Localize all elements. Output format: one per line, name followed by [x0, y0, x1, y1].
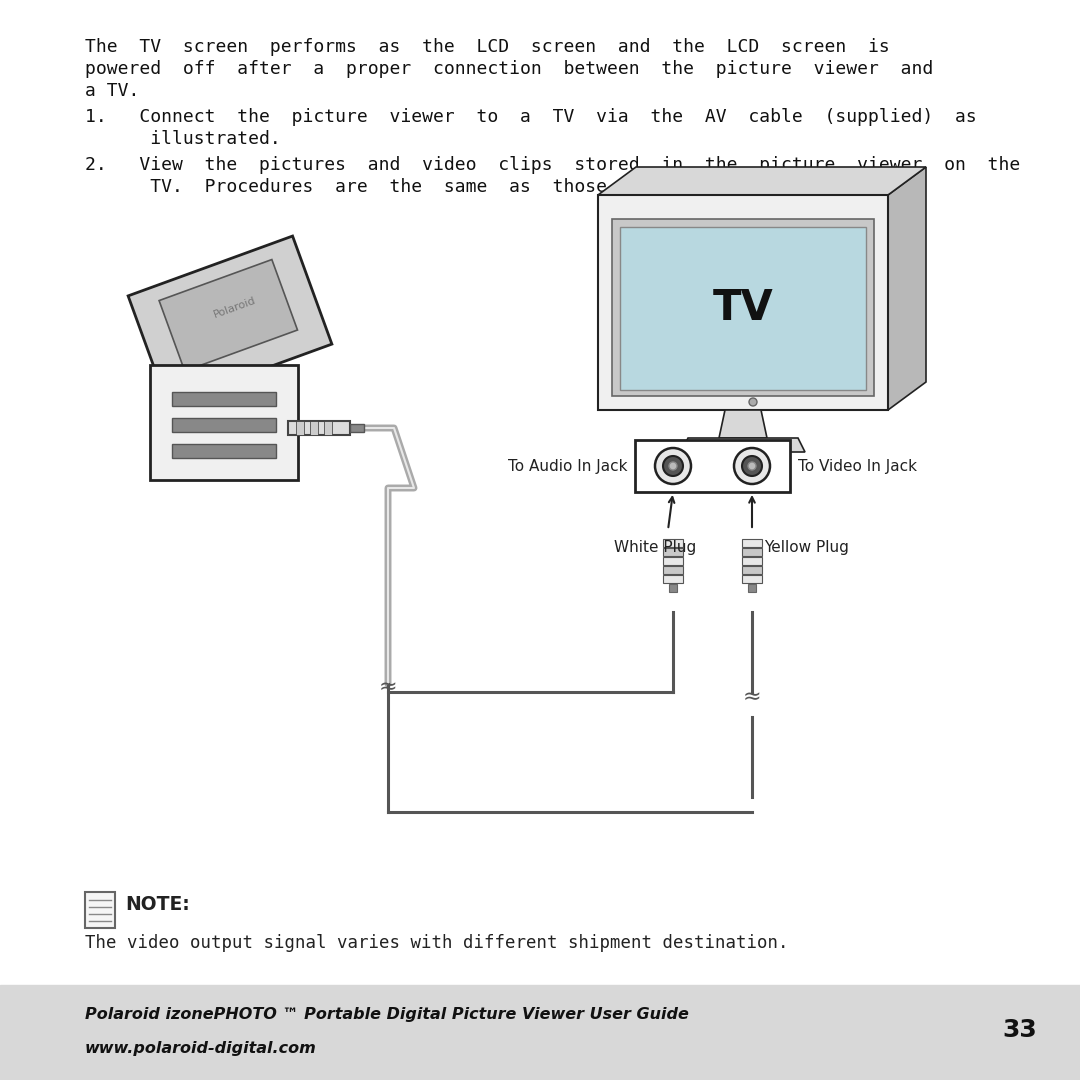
Bar	[742, 557, 762, 565]
Polygon shape	[888, 167, 926, 410]
Text: 2.   View  the  pictures  and  video  clips  stored  in  the  picture  viewer  o: 2. View the pictures and video clips sto…	[85, 156, 1021, 174]
Polygon shape	[159, 259, 297, 372]
Bar	[663, 548, 683, 556]
Text: To Audio In Jack: To Audio In Jack	[508, 459, 627, 473]
Text: The  TV  screen  performs  as  the  LCD  screen  and  the  LCD  screen  is: The TV screen performs as the LCD screen…	[85, 38, 890, 56]
Text: www.polaroid-digital.com: www.polaroid-digital.com	[85, 1040, 316, 1055]
Text: 33: 33	[1002, 1018, 1038, 1042]
Bar	[620, 227, 866, 390]
Text: ≈: ≈	[379, 677, 397, 697]
Bar	[663, 566, 683, 573]
Text: 1.   Connect  the  picture  viewer  to  a  TV  via  the  AV  cable  (supplied)  : 1. Connect the picture viewer to a TV vi…	[85, 108, 976, 126]
Circle shape	[748, 462, 756, 470]
Text: TV.  Procedures  are  the  same  as  those  on  page  31.: TV. Procedures are the same as those on …	[85, 178, 770, 195]
Bar	[663, 557, 683, 565]
Text: Polaroid izonePHOTO ™ Portable Digital Picture Viewer User Guide: Polaroid izonePHOTO ™ Portable Digital P…	[85, 1008, 689, 1023]
Bar	[669, 584, 677, 592]
Bar	[742, 566, 762, 573]
Text: To Video In Jack: To Video In Jack	[798, 459, 917, 473]
Text: Polaroid: Polaroid	[213, 296, 258, 321]
Text: NOTE:: NOTE:	[125, 895, 190, 915]
Circle shape	[750, 399, 757, 406]
Circle shape	[654, 448, 691, 484]
Bar	[742, 575, 762, 583]
Polygon shape	[598, 167, 926, 195]
Polygon shape	[129, 237, 332, 404]
Text: Yellow Plug: Yellow Plug	[764, 540, 849, 555]
Bar	[0, 985, 1080, 1080]
Bar	[742, 539, 762, 546]
Bar	[85, 892, 114, 928]
Text: a TV.: a TV.	[85, 82, 139, 100]
Polygon shape	[681, 438, 805, 453]
Text: The video output signal varies with different shipment destination.: The video output signal varies with diff…	[85, 934, 788, 951]
Bar	[296, 421, 303, 435]
Bar	[310, 421, 318, 435]
Text: ≈: ≈	[743, 687, 761, 707]
Bar	[172, 444, 276, 458]
Bar	[598, 195, 888, 410]
Bar	[324, 421, 332, 435]
Bar	[288, 421, 350, 435]
Bar	[612, 219, 874, 396]
Bar	[748, 584, 756, 592]
Text: illustrated.: illustrated.	[85, 130, 281, 148]
Text: TV: TV	[713, 286, 773, 328]
Circle shape	[734, 448, 770, 484]
Polygon shape	[719, 410, 767, 438]
Bar	[172, 392, 276, 406]
Bar	[663, 539, 683, 546]
Bar	[350, 424, 364, 432]
Circle shape	[663, 456, 683, 476]
Bar	[172, 418, 276, 432]
Bar	[742, 548, 762, 556]
Bar	[635, 440, 789, 492]
Circle shape	[669, 462, 677, 470]
Bar	[150, 365, 298, 480]
Bar	[663, 575, 683, 583]
Circle shape	[742, 456, 762, 476]
Text: White Plug: White Plug	[613, 540, 697, 555]
Text: powered  off  after  a  proper  connection  between  the  picture  viewer  and: powered off after a proper connection be…	[85, 60, 933, 78]
